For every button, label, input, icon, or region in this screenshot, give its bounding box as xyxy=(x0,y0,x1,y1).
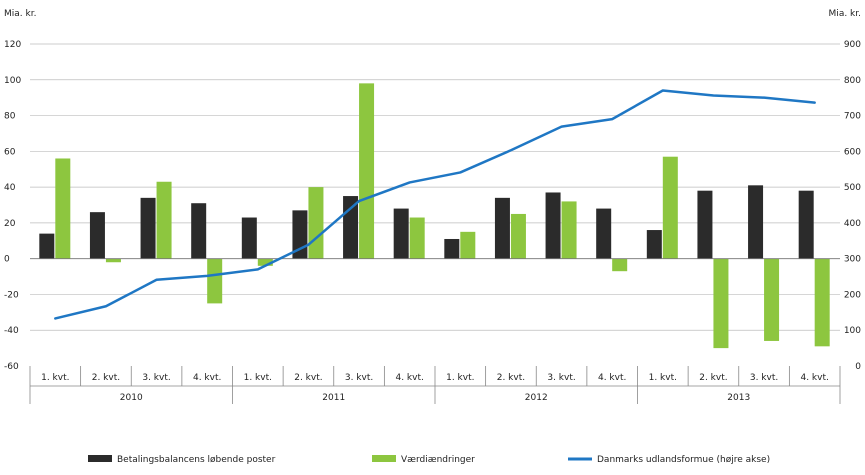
bar xyxy=(156,181,172,259)
series-bars-0 xyxy=(39,185,814,259)
left-tick-label: 120 xyxy=(4,40,21,50)
right-tick-label: 600 xyxy=(844,147,861,157)
right-tick-label: 500 xyxy=(844,183,861,193)
year-label: 2011 xyxy=(322,393,345,403)
bar xyxy=(764,258,780,341)
right-tick-label: 0 xyxy=(855,362,861,372)
left-tick-label: 0 xyxy=(4,255,10,265)
legend-label: Betalingsbalancens løbende poster xyxy=(117,455,276,465)
bar xyxy=(697,190,713,259)
left-tick-label: -20 xyxy=(4,290,19,300)
bar xyxy=(359,83,375,259)
category-label: 4. kvt. xyxy=(800,373,828,383)
category-axis xyxy=(29,366,841,404)
category-label: 1. kvt. xyxy=(446,373,474,383)
legend-label: Danmarks udlandsformue (højre akse) xyxy=(597,455,770,465)
left-tick-label: -60 xyxy=(4,362,19,372)
bar xyxy=(612,258,628,272)
left-axis-unit: Mia. kr. xyxy=(4,9,36,19)
series-line-0 xyxy=(54,89,816,320)
left-tick-label: 60 xyxy=(4,147,16,157)
category-label: 1. kvt. xyxy=(41,373,69,383)
right-tick-label: 300 xyxy=(844,255,861,265)
bar xyxy=(39,233,55,259)
right-tick-label: 400 xyxy=(844,219,861,229)
series-bars-1 xyxy=(55,83,830,349)
year-label: 2010 xyxy=(120,393,143,403)
bar xyxy=(494,197,510,259)
right-tick-label: 200 xyxy=(844,290,861,300)
category-label: 2. kvt. xyxy=(92,373,120,383)
category-label: 1. kvt. xyxy=(649,373,677,383)
bar xyxy=(55,158,71,259)
legend-label: Værdiændringer xyxy=(401,455,475,465)
bar xyxy=(545,192,561,259)
category-label: 3. kvt. xyxy=(750,373,778,383)
year-label: 2013 xyxy=(727,393,750,403)
bar xyxy=(646,230,662,259)
right-tick-label: 900 xyxy=(844,40,861,50)
right-tick-label: 800 xyxy=(844,76,861,86)
right-axis-unit: Mia. kr. xyxy=(829,9,861,19)
year-label: 2012 xyxy=(525,393,548,403)
bar xyxy=(409,217,425,259)
bar xyxy=(308,187,324,259)
bar xyxy=(798,190,814,259)
bar xyxy=(814,258,830,347)
category-label: 4. kvt. xyxy=(395,373,423,383)
bar xyxy=(510,213,526,259)
category-label: 2. kvt. xyxy=(497,373,525,383)
bar xyxy=(191,203,207,259)
bar xyxy=(596,208,612,259)
category-label: 2. kvt. xyxy=(294,373,322,383)
left-tick-label: 100 xyxy=(4,76,21,86)
bar xyxy=(105,258,121,263)
bar xyxy=(257,258,273,266)
bar xyxy=(444,238,460,259)
bar xyxy=(241,217,257,259)
bar xyxy=(207,258,223,304)
bar xyxy=(89,212,105,259)
bar xyxy=(561,201,577,259)
category-label: 4. kvt. xyxy=(193,373,221,383)
category-label: 3. kvt. xyxy=(547,373,575,383)
left-tick-label: 20 xyxy=(4,219,16,229)
left-tick-label: 80 xyxy=(4,112,16,122)
legend xyxy=(88,455,592,462)
legend-swatch xyxy=(372,455,396,462)
bar xyxy=(662,156,678,259)
category-label: 1. kvt. xyxy=(244,373,272,383)
category-label: 2. kvt. xyxy=(699,373,727,383)
category-label: 3. kvt. xyxy=(345,373,373,383)
right-tick-label: 700 xyxy=(844,112,861,122)
bar xyxy=(140,197,156,259)
bar xyxy=(748,185,764,259)
category-label: 3. kvt. xyxy=(142,373,170,383)
bar xyxy=(713,258,729,349)
right-tick-label: 100 xyxy=(844,326,861,336)
category-label: 4. kvt. xyxy=(598,373,626,383)
bar xyxy=(460,231,476,259)
left-tick-label: -40 xyxy=(4,326,19,336)
legend-swatch xyxy=(88,455,112,462)
bar xyxy=(393,208,409,259)
left-tick-label: 40 xyxy=(4,183,16,193)
